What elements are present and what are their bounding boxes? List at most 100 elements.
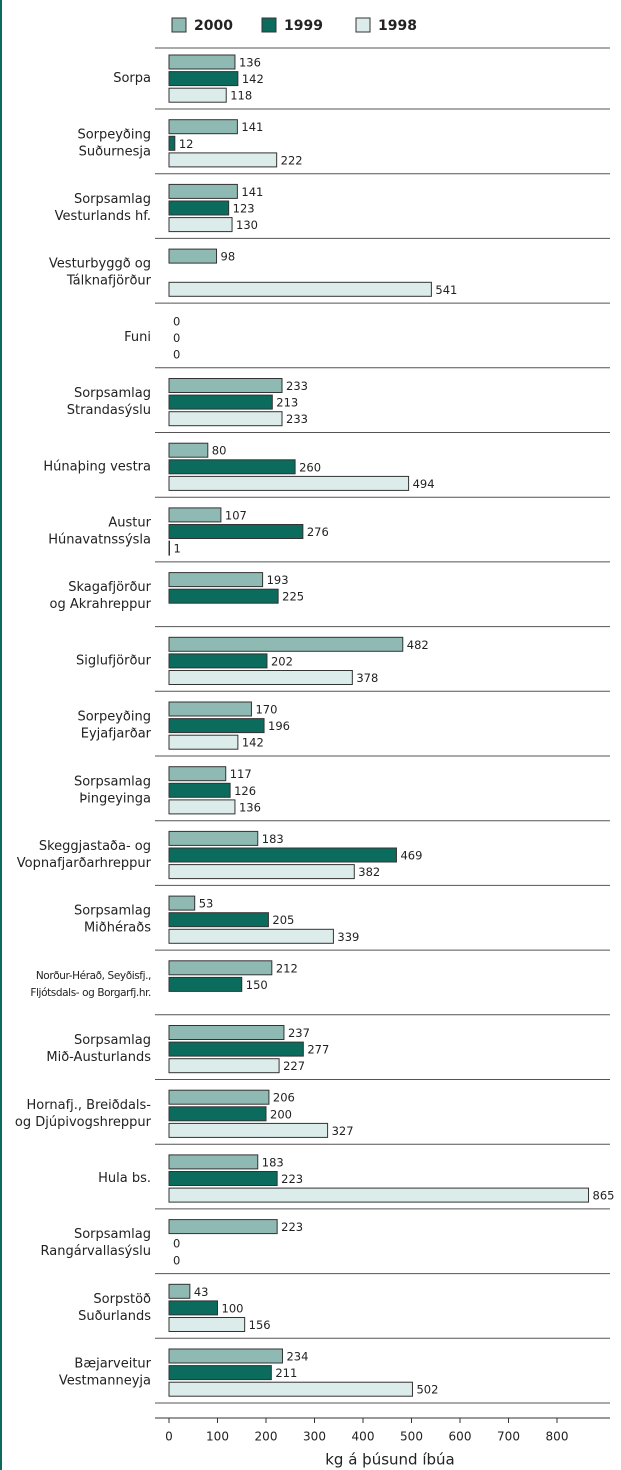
value-label: 150: [246, 978, 268, 992]
value-label: 212: [276, 961, 298, 975]
bar: [168, 87, 227, 103]
category-label: Suðurlands: [78, 1309, 151, 1324]
bar: [168, 572, 264, 588]
category-label: Vesturbyggð og: [49, 257, 151, 272]
value-label: 183: [262, 1155, 284, 1169]
category-label: Sorpeyðing: [77, 710, 151, 725]
bar: [168, 670, 353, 685]
category-label: Strandasýslu: [67, 403, 151, 418]
value-label: 541: [435, 283, 457, 297]
value-label: 0: [173, 1237, 180, 1251]
bar: [168, 1283, 191, 1299]
bar: [168, 135, 176, 151]
value-label: 260: [299, 460, 321, 474]
bar: [168, 847, 397, 863]
bar: [168, 734, 239, 750]
bar: [168, 782, 231, 798]
value-label: 233: [286, 412, 308, 426]
bar: [168, 459, 296, 475]
x-tick-label: 600: [449, 1430, 472, 1444]
value-label: 130: [236, 218, 258, 232]
value-label: 98: [221, 250, 236, 264]
bar: [168, 653, 268, 669]
bar: [168, 1041, 304, 1057]
value-label: 141: [241, 120, 263, 134]
x-tick-label: 700: [497, 1430, 520, 1444]
x-tick-label: 400: [352, 1430, 375, 1444]
bar: [168, 71, 239, 87]
bar: [168, 976, 243, 992]
bar: [168, 799, 236, 815]
bar: [168, 394, 273, 410]
category-label: Sorpstöð: [93, 1292, 151, 1307]
value-label: 276: [307, 525, 329, 539]
value-label: 213: [276, 396, 298, 410]
bar: [168, 830, 259, 846]
bar: [168, 1154, 259, 1170]
category-label: og Djúpivogshreppur: [15, 1115, 152, 1130]
value-label: 206: [273, 1091, 295, 1105]
x-tick-label: 100: [206, 1430, 229, 1444]
bar: [168, 442, 209, 458]
bar: [168, 1317, 246, 1332]
legend-label: 1998: [378, 18, 417, 34]
left-border: [0, 0, 2, 1470]
category-label: Sorpsamlag: [74, 1033, 151, 1048]
bar: [168, 200, 230, 216]
x-tick-label: 800: [546, 1430, 569, 1444]
value-label: 141: [241, 185, 263, 199]
category-label: Sorpsamlag: [74, 774, 151, 789]
bar: [168, 217, 233, 233]
value-label: 1: [173, 542, 180, 556]
value-label: 205: [272, 913, 294, 927]
bar: [168, 1025, 285, 1040]
bar: [168, 1106, 267, 1122]
bar: [168, 119, 238, 135]
category-label: Sorpsamlag: [74, 1227, 151, 1242]
bar: [168, 588, 279, 604]
category-label: Siglufjörður: [76, 653, 152, 668]
x-tick-label: 300: [303, 1430, 326, 1444]
bar: [168, 1348, 283, 1364]
category-label: Sorpsamlag: [74, 192, 151, 207]
value-label: 223: [281, 1220, 303, 1234]
x-axis-label: kg á þúsund íbúa: [325, 1451, 454, 1469]
value-label: 80: [212, 444, 227, 458]
bar: [168, 524, 304, 539]
x-tick-label: 500: [400, 1430, 423, 1444]
value-label: 277: [307, 1043, 329, 1057]
x-tick-label: 200: [255, 1430, 278, 1444]
legend-swatch: [171, 17, 187, 33]
bar: [168, 1058, 280, 1074]
bar: [168, 636, 404, 652]
value-label: 237: [288, 1026, 310, 1040]
value-label: 482: [407, 638, 429, 652]
category-label: Norður-Hérað, Seyðisfj.,: [36, 970, 151, 982]
bar: [168, 475, 410, 491]
category-label: Húnavatnssýsla: [48, 533, 151, 548]
value-label: 193: [267, 573, 289, 587]
legend-label: 2000: [194, 18, 233, 34]
value-label: 136: [239, 800, 261, 814]
value-label: 225: [282, 590, 304, 604]
bar: [168, 912, 269, 928]
category-label: Hula bs.: [98, 1171, 151, 1186]
value-label: 123: [233, 202, 255, 216]
value-label: 202: [271, 654, 293, 668]
bar: [168, 152, 278, 168]
category-label: Vestmanneyja: [59, 1374, 151, 1389]
value-label: 211: [275, 1366, 297, 1380]
value-label: 170: [255, 703, 277, 717]
value-label: 126: [234, 784, 256, 798]
bar: [168, 1171, 278, 1186]
category-label: Húnaþing vestra: [43, 459, 151, 474]
category-label: Eyjafjarðar: [81, 727, 152, 742]
value-label: 142: [242, 736, 264, 750]
bar: [168, 766, 227, 782]
bar: [168, 281, 432, 297]
value-label: 142: [242, 72, 264, 86]
value-label: 223: [281, 1172, 303, 1186]
value-label: 382: [358, 865, 380, 879]
value-label: 196: [268, 719, 290, 733]
